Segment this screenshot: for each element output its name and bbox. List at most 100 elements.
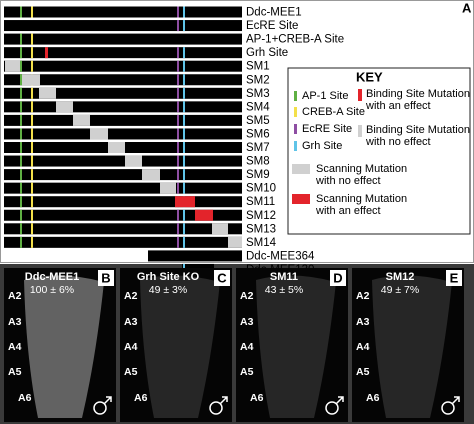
site-line <box>183 223 185 235</box>
segment-label: A5 <box>124 366 138 378</box>
site-line <box>183 114 185 126</box>
segment-label: A6 <box>250 392 264 404</box>
site-line <box>183 6 185 18</box>
site-line <box>31 209 33 221</box>
site-line <box>183 236 185 248</box>
site-line <box>31 87 33 99</box>
segment-label: A3 <box>124 316 138 328</box>
tissue <box>256 275 336 418</box>
site-line <box>183 169 185 181</box>
site-line <box>31 101 33 113</box>
male-symbol-arrow <box>103 396 112 405</box>
panel-title: Grh Site KO <box>137 271 200 283</box>
site-line <box>20 142 22 153</box>
site-line <box>177 142 179 153</box>
segment-label: A5 <box>240 366 254 378</box>
row-label: SM11 <box>246 196 275 208</box>
site-line <box>177 60 179 72</box>
key-swatch <box>294 107 297 117</box>
site-line <box>20 236 22 248</box>
male-symbol-arrow <box>219 396 228 405</box>
key-swatch <box>292 194 310 204</box>
mutation-red <box>45 47 48 59</box>
male-symbol <box>441 401 455 415</box>
site-line <box>20 223 22 235</box>
site-line <box>183 60 185 72</box>
tissue <box>372 275 452 418</box>
segment-label: A2 <box>124 290 138 302</box>
row-label: SM1 <box>246 61 270 73</box>
site-line <box>177 87 179 99</box>
key-label: CREB-A Site <box>302 106 365 118</box>
scan-mutation <box>212 223 228 235</box>
male-symbol-arrow <box>335 396 344 405</box>
site-line <box>183 20 185 32</box>
construct-bar <box>4 47 242 59</box>
construct-bar <box>4 196 242 208</box>
row-label: SM8 <box>246 156 270 168</box>
construct-bar <box>4 155 242 167</box>
scan-mutation <box>228 236 242 248</box>
row-label: SM13 <box>246 223 276 235</box>
scan-mutation <box>142 169 160 181</box>
site-line <box>31 196 33 208</box>
site-line <box>20 169 22 181</box>
site-line <box>31 155 33 167</box>
construct-bar <box>4 182 242 194</box>
site-line <box>20 6 22 18</box>
site-line <box>183 142 185 153</box>
panel-value: 49 ± 7% <box>381 284 419 296</box>
key-swatch <box>358 89 362 101</box>
construct-bar <box>4 33 242 45</box>
male-symbol-arrow <box>451 396 460 405</box>
site-line <box>20 47 22 59</box>
key-label: with an effect <box>315 205 381 217</box>
segment-label: A4 <box>124 341 138 353</box>
panel-value: 49 ± 3% <box>149 284 187 296</box>
key-box <box>287 67 471 235</box>
construct-bar <box>4 236 242 248</box>
scan-mutation <box>175 196 195 208</box>
segment-label: A4 <box>240 341 254 353</box>
site-line <box>183 87 185 99</box>
key-swatch <box>294 124 297 134</box>
segment-label: A5 <box>356 366 370 378</box>
segment-label: A3 <box>356 316 370 328</box>
site-line <box>20 182 22 194</box>
site-line <box>177 209 179 221</box>
row-label: SM6 <box>246 128 270 140</box>
construct-bar <box>4 114 242 126</box>
row-label: Ddc-MEE1 <box>246 7 302 19</box>
site-line <box>183 101 185 113</box>
scan-mutation <box>108 142 125 153</box>
site-line <box>31 223 33 235</box>
site-line <box>20 33 22 45</box>
site-line <box>20 101 22 113</box>
key-swatch <box>294 141 297 151</box>
segment-label: A5 <box>8 366 22 378</box>
site-line <box>31 33 33 45</box>
segment-label: A2 <box>356 290 370 302</box>
site-line <box>31 114 33 126</box>
key-label: AP-1 Site <box>302 90 348 102</box>
tissue <box>140 275 220 418</box>
segment-label: A6 <box>134 392 148 404</box>
site-line <box>177 182 179 194</box>
site-line <box>177 128 179 140</box>
site-line <box>20 114 22 126</box>
segment-label: A4 <box>356 341 370 353</box>
letter-box <box>446 270 462 286</box>
row-label: SM9 <box>246 169 270 181</box>
construct-bar <box>4 169 242 181</box>
construct-bar <box>4 60 242 72</box>
scan-mutation <box>160 182 176 194</box>
tissue <box>24 275 104 418</box>
site-line <box>177 47 179 59</box>
site-line <box>177 74 179 86</box>
panel-letter: C <box>217 270 227 285</box>
scan-mutation <box>195 209 213 221</box>
scan-mutation <box>125 155 142 167</box>
construct-bar <box>148 250 242 262</box>
key-swatch <box>294 91 297 101</box>
key-swatch <box>292 164 310 174</box>
